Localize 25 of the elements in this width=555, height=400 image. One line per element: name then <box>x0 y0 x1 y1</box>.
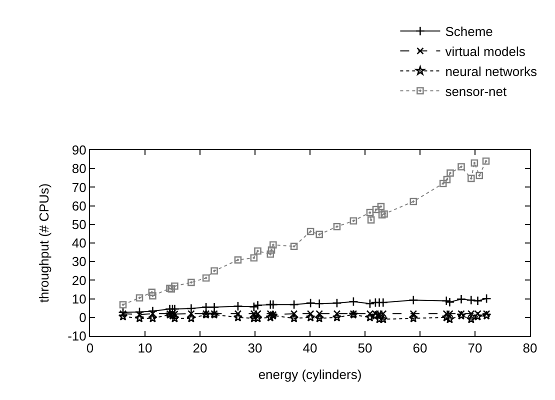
x-tick-label: 10 <box>138 340 152 356</box>
legend-label: virtual models <box>445 44 526 59</box>
x-tick-label: 80 <box>522 340 538 356</box>
y-tick-label: 70 <box>72 180 86 195</box>
y-tick-label: 80 <box>72 161 86 176</box>
y-tick-label: 90 <box>72 142 86 158</box>
legend-label: neural networks <box>445 64 538 79</box>
y-tick-label: 30 <box>72 254 86 270</box>
x-axis-title: energy (cylinders) <box>258 367 362 382</box>
x-tick-label: 70 <box>468 340 482 356</box>
y-tick-label: 0 <box>79 310 86 325</box>
x-tick-label: 30 <box>248 340 262 356</box>
x-tick-label: 60 <box>412 340 428 356</box>
y-tick-label: -10 <box>68 328 86 344</box>
y-tick-label: 50 <box>72 216 86 232</box>
x-tick-label: 40 <box>302 340 318 356</box>
y-tick-label: 20 <box>72 272 86 288</box>
x-tick-label: 50 <box>358 340 372 356</box>
legend-label: Scheme <box>445 24 493 40</box>
y-tick-label: 40 <box>72 236 86 251</box>
y-tick-label: 10 <box>72 291 86 306</box>
legend-label: sensor-net <box>445 84 508 99</box>
y-axis-title: throughput (# CPUs) <box>36 183 52 303</box>
y-tick-label: 60 <box>72 198 86 214</box>
x-tick-label: 20 <box>192 340 208 356</box>
